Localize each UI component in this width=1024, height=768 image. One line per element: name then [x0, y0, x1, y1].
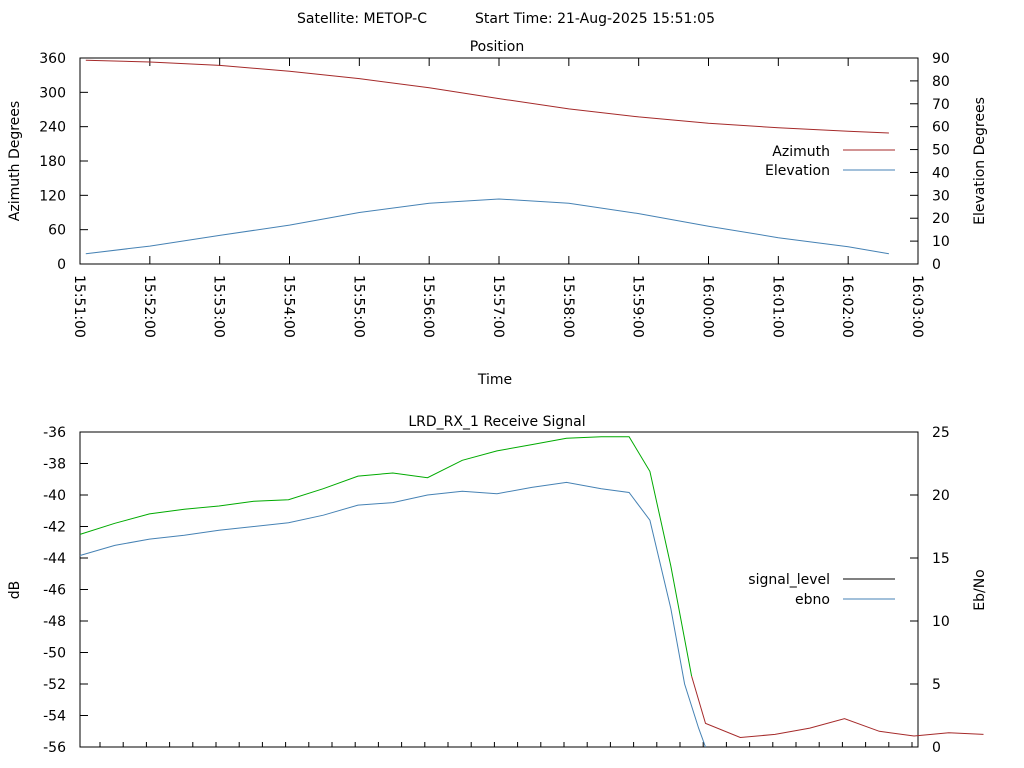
position-y-tick-label: 60 — [48, 223, 66, 239]
position-y-tick-label: 300 — [39, 85, 66, 101]
position-x-tick-label: 15:51:00 — [71, 275, 87, 338]
elevation-series-line — [85, 198, 889, 255]
signal-left-axis: -56 -54 -52 -50 -48 -46 -44 -42 -40 -38 -36 — [43, 425, 88, 756]
signal-y2-tick-label: 20 — [932, 488, 950, 504]
position-x-tick-label: 16:00:00 — [700, 275, 716, 338]
position-y2-tick-label: 60 — [932, 120, 950, 136]
signal-y-tick-label: -40 — [43, 488, 66, 504]
position-x-tick-label: 15:57:00 — [490, 275, 506, 338]
signal-y2-tick-label: 15 — [932, 551, 950, 567]
position-plot-border — [79, 57, 919, 265]
position-x-tick-label: 15:54:00 — [281, 275, 297, 338]
signal-y2-tick-label: 25 — [932, 425, 950, 441]
signal-y-tick-label: -42 — [43, 520, 66, 536]
position-x-axis: 15:51:00 15:52:00 15:53:00 15:54:00 15:55:00… — [71, 58, 925, 338]
position-x-tick-label: 15:56:00 — [420, 275, 436, 338]
position-x-tick-label: 15:52:00 — [141, 275, 157, 338]
signal-legend: signal_level ebno — [748, 572, 895, 608]
position-left-axis: 0 60 120 180 240 300 360 — [39, 51, 88, 273]
signal-y-tick-label: -44 — [43, 551, 66, 567]
position-y2-tick-label: 20 — [932, 211, 950, 227]
position-y-tick-label: 0 — [57, 257, 66, 273]
azimuth-series-line — [85, 59, 889, 134]
position-chart-title: Position — [470, 39, 525, 55]
position-x-tick-label: 15:55:00 — [350, 275, 366, 338]
signal-y2-tick-label: 5 — [932, 677, 941, 693]
signal-y-tick-label: -56 — [43, 740, 66, 756]
position-x-tick-label: 15:58:00 — [560, 275, 576, 338]
position-y2-tick-label: 70 — [932, 97, 950, 113]
position-chart: Position 0 60 120 180 240 300 360 0 10 20 30 40 50 6… — [7, 39, 988, 388]
position-y2-tick-label: 0 — [932, 257, 941, 273]
signal-chart-title: LRD_RX_1 Receive Signal — [408, 414, 585, 430]
position-y-tick-label: 360 — [39, 51, 66, 67]
position-x-tick-label: 16:01:00 — [769, 275, 785, 338]
signal-y-tick-label: -36 — [43, 425, 66, 441]
position-right-axis: 0 10 20 30 40 50 60 70 80 90 — [910, 51, 950, 273]
ebno-series-line — [79, 481, 706, 748]
signal-y-tick-label: -48 — [43, 614, 66, 630]
signal-y2-tick-label: 0 — [932, 740, 941, 756]
signal-y-tick-label: -46 — [43, 583, 66, 599]
signal-chart: LRD_RX_1 Receive Signal -56-54-52-50-48-… — [7, 414, 988, 756]
signal-y-tick-label: -52 — [43, 677, 66, 693]
signal-x-axis — [99, 742, 913, 747]
signal-level-series-below — [691, 675, 984, 739]
signal-y-axis-label: dB — [7, 581, 23, 600]
position-y2-tick-label: 10 — [932, 234, 950, 250]
signal-y-tick-label: -54 — [43, 709, 66, 725]
position-y-tick-label: 240 — [39, 120, 66, 136]
position-y-axis-label: Azimuth Degrees — [7, 101, 23, 221]
position-x-tick-label: 15:59:00 — [630, 275, 646, 338]
signal-y-tick-label: -38 — [43, 457, 66, 473]
legend-elevation-label: Elevation — [765, 163, 830, 179]
satellite-label: Satellite: METOP-C — [297, 11, 427, 27]
signal-y-tick-label: -50 — [43, 646, 66, 662]
position-legend: Azimuth Elevation — [765, 144, 895, 179]
signal-y2-tick-label: 10 — [932, 614, 950, 630]
start-time-label: Start Time: 21-Aug-2025 15:51:05 — [475, 11, 715, 27]
position-y2-tick-label: 50 — [932, 143, 950, 159]
signal-y2-axis-label: Eb/No — [972, 569, 988, 611]
position-x-tick-label: 16:02:00 — [839, 275, 855, 338]
signal-plot-border — [79, 431, 919, 748]
position-y2-tick-label: 40 — [932, 165, 950, 181]
legend-ebno-label: ebno — [795, 592, 830, 608]
position-x-axis-label: Time — [477, 372, 512, 388]
legend-azimuth-label: Azimuth — [772, 144, 830, 160]
position-y-tick-label: 180 — [39, 154, 66, 170]
position-x-tick-label: 16:03:00 — [909, 275, 925, 338]
signal-right-axis: 0 5 10 15 20 25 — [910, 425, 950, 756]
position-y2-tick-label: 90 — [932, 51, 950, 67]
position-y2-tick-label: 80 — [932, 74, 950, 90]
position-x-tick-label: 15:53:00 — [211, 275, 227, 338]
position-y2-tick-label: 30 — [932, 188, 950, 204]
position-y2-axis-label: Elevation Degrees — [972, 97, 988, 225]
legend-signal-level-label: signal_level — [748, 572, 830, 588]
position-y-tick-label: 120 — [39, 188, 66, 204]
signal-level-series-above — [79, 436, 693, 677]
